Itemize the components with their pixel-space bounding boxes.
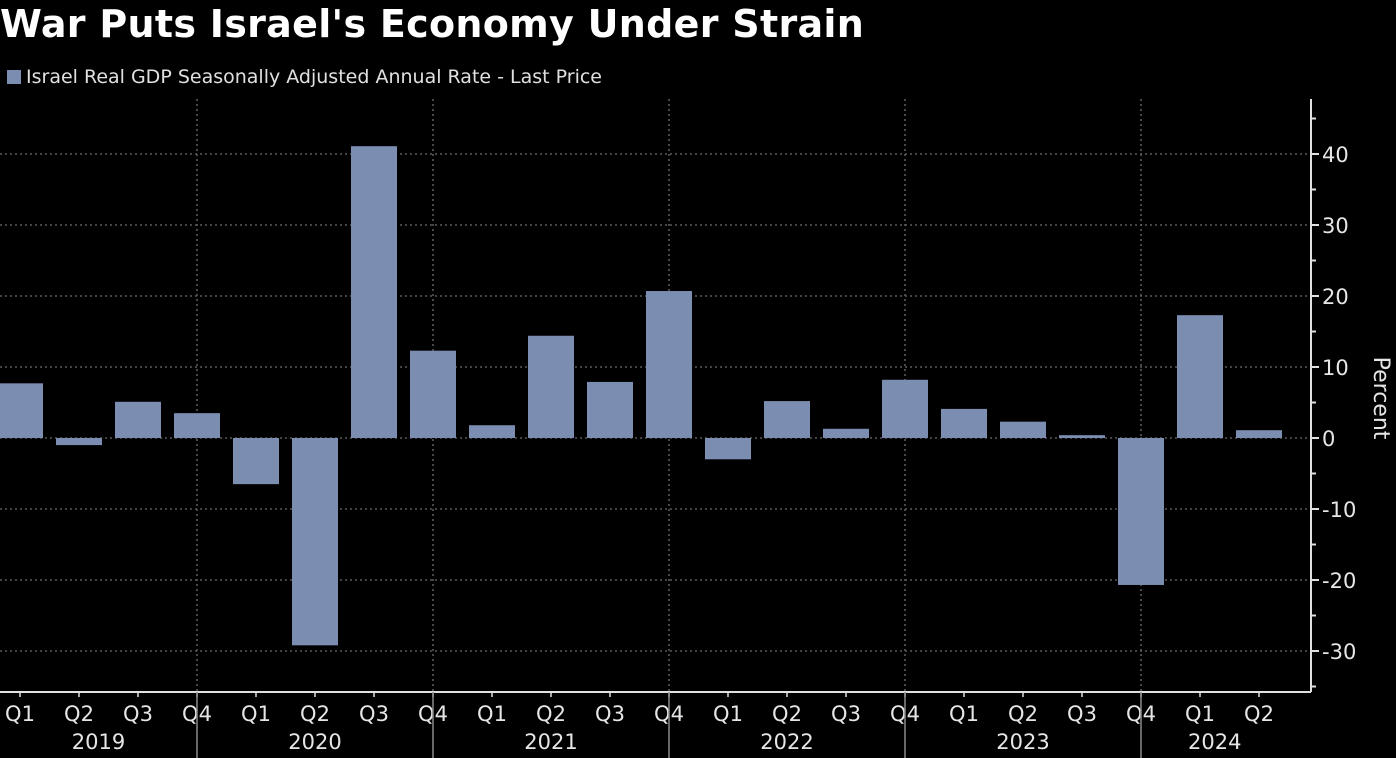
x-year-label: 2023 bbox=[996, 730, 1049, 754]
x-quarter-label: Q1 bbox=[713, 702, 743, 726]
x-quarter-label: Q3 bbox=[831, 702, 861, 726]
x-year-label: 2022 bbox=[760, 730, 813, 754]
bar-q4-2021 bbox=[646, 291, 692, 438]
x-axis-ticks: Q1 Q2 Q3 Q4 Q1 Q2 Q3 Q4 Q1 Q2 Q3 Q4 Q1 Q2 Q3 Q4 Q1 Q2 Q3 Q4… bbox=[5, 692, 1274, 758]
bar-q4-2019 bbox=[174, 413, 220, 438]
bar-q3-2022 bbox=[823, 428, 869, 438]
bars bbox=[0, 146, 1282, 646]
x-quarter-label: Q2 bbox=[1244, 702, 1274, 726]
bar-q2-2021 bbox=[528, 335, 574, 438]
bar-q1-2020 bbox=[233, 438, 279, 485]
bar-q3-2020 bbox=[351, 146, 397, 438]
bar-q1-2023 bbox=[941, 408, 987, 438]
bar-q3-2023 bbox=[1059, 435, 1105, 438]
y-tick-label: -10 bbox=[1322, 498, 1356, 522]
legend: Israel Real GDP Seasonally Adjusted Annu… bbox=[7, 66, 602, 88]
x-quarter-label: Q2 bbox=[772, 702, 802, 726]
y-tick-label: 20 bbox=[1322, 285, 1349, 309]
axes bbox=[0, 99, 1312, 693]
x-year-label: 2021 bbox=[524, 730, 577, 754]
bar-q2-2019 bbox=[56, 438, 102, 446]
bar-q4-2020 bbox=[410, 350, 456, 438]
bar-q1-2021 bbox=[469, 425, 515, 438]
x-quarter-label: Q1 bbox=[241, 702, 271, 726]
legend-label: Israel Real GDP Seasonally Adjusted Annu… bbox=[26, 66, 602, 88]
x-quarter-label: Q1 bbox=[5, 702, 35, 726]
x-quarter-label: Q2 bbox=[1008, 702, 1038, 726]
y-tick-label: 0 bbox=[1322, 427, 1335, 451]
y-tick-label: -20 bbox=[1322, 569, 1356, 593]
x-quarter-label: Q3 bbox=[1067, 702, 1097, 726]
bar-q4-2022 bbox=[882, 379, 928, 438]
x-quarter-label: Q2 bbox=[536, 702, 566, 726]
bar-q2-2023 bbox=[1000, 421, 1046, 438]
y-axis-ticks: 40 30 20 10 0 -10 -20 -30 bbox=[1311, 117, 1356, 688]
x-quarter-label: Q1 bbox=[477, 702, 507, 726]
x-quarter-label: Q2 bbox=[300, 702, 330, 726]
bar-q4-2023 bbox=[1118, 438, 1164, 585]
x-year-label: 2024 bbox=[1188, 730, 1241, 754]
bar-q3-2019 bbox=[115, 401, 161, 438]
y-tick-label: -30 bbox=[1322, 640, 1356, 664]
bar-q1-2019 bbox=[0, 383, 43, 438]
bar-q2-2024 bbox=[1236, 430, 1282, 438]
bar-q1-2022 bbox=[705, 438, 751, 460]
x-quarter-label: Q3 bbox=[595, 702, 625, 726]
bar-q1-2024 bbox=[1177, 315, 1223, 438]
y-tick-label: 40 bbox=[1322, 143, 1349, 167]
x-quarter-label: Q2 bbox=[64, 702, 94, 726]
bar-q2-2020 bbox=[292, 438, 338, 646]
x-year-label: 2020 bbox=[288, 730, 341, 754]
bar-q3-2021 bbox=[587, 381, 633, 438]
x-year-label: 2019 bbox=[72, 730, 125, 754]
y-tick-label: 10 bbox=[1322, 356, 1349, 380]
x-quarter-label: Q3 bbox=[123, 702, 153, 726]
x-quarter-label: Q3 bbox=[359, 702, 389, 726]
y-tick-label: 30 bbox=[1322, 214, 1349, 238]
chart-title: War Puts Israel's Economy Under Strain bbox=[0, 2, 865, 46]
x-quarter-label: Q1 bbox=[1185, 702, 1215, 726]
y-axis-label: Percent bbox=[1368, 357, 1393, 440]
x-quarter-label: Q1 bbox=[949, 702, 979, 726]
legend-swatch bbox=[7, 70, 21, 84]
bar-q2-2022 bbox=[764, 401, 810, 438]
